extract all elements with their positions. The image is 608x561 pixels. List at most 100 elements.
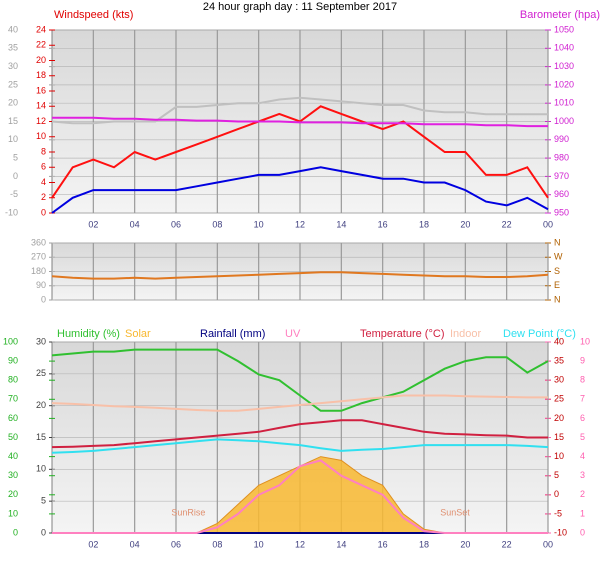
y-tick-label: 10 — [554, 451, 564, 461]
line — [51, 271, 549, 280]
y-tick-label: 80 — [8, 375, 18, 385]
y-tick-label: 990 — [554, 134, 569, 144]
x-tick-label: 12 — [295, 219, 305, 229]
y-tick-label: 1010 — [554, 98, 574, 108]
legend-label: Dew Point (°C) — [503, 328, 576, 340]
y-tick-label: 25 — [554, 394, 564, 404]
x-tick-label: 10 — [254, 539, 264, 549]
y-tick-label: 5 — [554, 470, 559, 480]
y-tick-label: 1050 — [554, 24, 574, 34]
y-tick-label: 8 — [41, 146, 46, 156]
y-tick-label: 0 — [580, 527, 585, 537]
y-tick-label: 12 — [36, 116, 46, 126]
y-tick-label: 180 — [31, 266, 46, 276]
x-tick-label: 16 — [378, 219, 388, 229]
x-tick-label: 14 — [336, 539, 346, 549]
y-tick-label: 0 — [41, 294, 46, 304]
y-tick-label: 7 — [580, 394, 585, 404]
y-tick-label: N — [554, 237, 561, 247]
y-tick-label: 8 — [580, 375, 585, 385]
y-tick-label: 18 — [36, 70, 46, 80]
x-tick-label: 18 — [419, 219, 429, 229]
y-tick-label: 4 — [580, 451, 585, 461]
axis-title: Barometer (hpa) — [520, 9, 600, 21]
legend-label: Humidity (%) — [57, 328, 120, 340]
y-tick-label: 40 — [8, 24, 18, 34]
y-tick-label: 1030 — [554, 61, 574, 71]
x-tick-label: 20 — [460, 219, 470, 229]
y-tick-label: 5 — [41, 496, 46, 506]
y-tick-label: -5 — [10, 189, 18, 199]
y-tick-label: 0 — [13, 171, 18, 181]
y-tick-label: 360 — [31, 237, 46, 247]
annotation: SunRise — [171, 507, 205, 517]
x-tick-label: 08 — [212, 539, 222, 549]
y-tick-label: 35 — [8, 43, 18, 53]
annotation: SunSet — [440, 507, 470, 517]
y-tick-label: 25 — [36, 368, 46, 378]
x-tick-label: 04 — [130, 219, 140, 229]
y-tick-label: 4 — [41, 177, 46, 187]
y-tick-label: 2 — [580, 489, 585, 499]
y-tick-label: 1020 — [554, 79, 574, 89]
y-tick-label: 15 — [8, 116, 18, 126]
y-tick-label: 10 — [8, 508, 18, 518]
y-tick-label: 6 — [580, 413, 585, 423]
y-tick-label: 20 — [8, 98, 18, 108]
y-tick-label: 14 — [36, 101, 46, 111]
y-tick-label: 16 — [36, 85, 46, 95]
y-tick-label: 30 — [8, 61, 18, 71]
y-tick-label: -10 — [554, 527, 567, 537]
line — [51, 166, 549, 214]
y-tick-label: 25 — [8, 79, 18, 89]
y-tick-label: 9 — [580, 355, 585, 365]
y-tick-label: 90 — [8, 355, 18, 365]
y-tick-label: 15 — [36, 432, 46, 442]
x-tick-label: 22 — [502, 219, 512, 229]
x-tick-label: 20 — [460, 539, 470, 549]
y-tick-label: 0 — [41, 207, 46, 217]
y-tick-label: 35 — [554, 355, 564, 365]
line — [51, 348, 549, 412]
y-tick-label: 960 — [554, 189, 569, 199]
y-tick-label: 15 — [554, 432, 564, 442]
x-tick-label: 22 — [502, 539, 512, 549]
y-tick-label: 60 — [8, 413, 18, 423]
y-tick-label: 20 — [36, 400, 46, 410]
y-tick-label: 5 — [580, 432, 585, 442]
y-tick-label: 980 — [554, 152, 569, 162]
y-tick-label: 970 — [554, 171, 569, 181]
y-tick-label: E — [554, 280, 560, 290]
x-tick-label: 00 — [543, 219, 553, 229]
y-tick-label: 1040 — [554, 43, 574, 53]
y-tick-label: 10 — [36, 131, 46, 141]
line — [52, 459, 548, 534]
y-tick-label: 20 — [8, 489, 18, 499]
y-tick-label: 40 — [554, 336, 564, 346]
line — [51, 96, 548, 125]
x-tick-label: 02 — [88, 539, 98, 549]
y-tick-label: 270 — [31, 252, 46, 262]
y-tick-label: 0 — [41, 527, 46, 537]
y-tick-label: 10 — [580, 336, 590, 346]
x-tick-label: 06 — [171, 539, 181, 549]
y-tick-label: N — [554, 294, 561, 304]
legend-label: Temperature (°C) — [360, 328, 444, 340]
y-tick-label: 950 — [554, 207, 569, 217]
y-tick-label: 0 — [554, 489, 559, 499]
line — [51, 419, 548, 449]
line — [51, 394, 548, 412]
axis-title: Windspeed (kts) — [54, 9, 133, 21]
y-tick-label: 3 — [580, 470, 585, 480]
x-tick-label: 00 — [543, 539, 553, 549]
y-tick-label: 10 — [8, 134, 18, 144]
y-tick-label: 40 — [8, 451, 18, 461]
line — [51, 438, 549, 454]
legend-label: UV — [285, 328, 301, 340]
x-tick-label: 16 — [378, 539, 388, 549]
y-tick-label: S — [554, 266, 560, 276]
x-tick-label: 12 — [295, 539, 305, 549]
y-tick-label: -5 — [554, 508, 562, 518]
y-tick-label: 2 — [41, 192, 46, 202]
x-tick-label: 06 — [171, 219, 181, 229]
